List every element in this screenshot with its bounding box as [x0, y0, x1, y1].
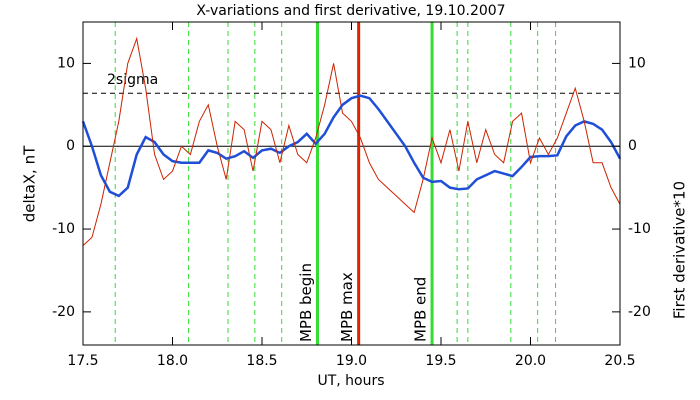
y-tick-label: -10 — [52, 221, 75, 237]
x-tick-label: 19.0 — [336, 353, 367, 369]
y-axis-label: deltaX, nT — [21, 145, 39, 222]
x-axis-label: UT, hours — [317, 373, 384, 389]
marker-label: MPB begin — [297, 263, 315, 342]
y-tick-label: 10 — [57, 55, 75, 71]
x-tick-label: 18.5 — [246, 353, 277, 369]
threshold-label: 2sigma — [107, 72, 158, 88]
series-line — [81, 94, 622, 198]
series-line — [82, 36, 621, 246]
x-tick-label: 20.0 — [515, 353, 546, 369]
x-tick-label: 17.5 — [67, 353, 98, 369]
y2-axis-label: First derivative*10 — [671, 181, 689, 319]
marker-label: MPB max — [338, 272, 356, 342]
y-tick-label: -20 — [52, 304, 75, 320]
marker-label: MPB end — [412, 277, 430, 342]
chart-title: X-variations and first derivative, 19.10… — [196, 3, 505, 19]
y2-tick-label: 10 — [628, 55, 646, 71]
y-tick-label: 0 — [66, 138, 75, 154]
x-tick-label: 19.5 — [425, 353, 456, 369]
x-tick-label: 18.0 — [157, 353, 188, 369]
y2-tick-label: -20 — [628, 304, 651, 320]
y2-tick-label: 0 — [628, 138, 637, 154]
x-tick-label: 20.5 — [604, 353, 635, 369]
y2-tick-label: -10 — [628, 221, 651, 237]
